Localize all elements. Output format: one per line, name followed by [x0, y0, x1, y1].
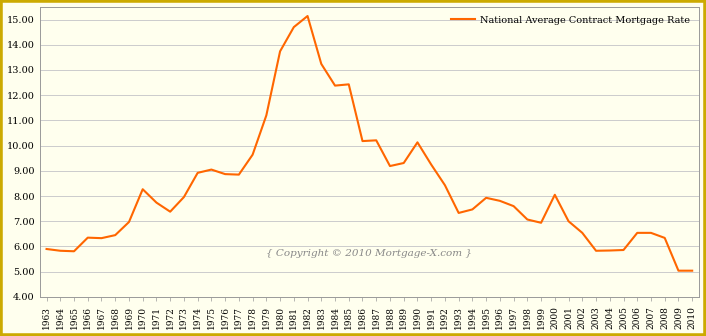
National Average Contract Mortgage Rate: [221, 172, 229, 176]
National Average Contract Mortgage Rate: [138, 187, 147, 191]
National Average Contract Mortgage Rate: [688, 269, 696, 273]
National Average Contract Mortgage Rate: [180, 195, 189, 199]
National Average Contract Mortgage Rate: [42, 247, 51, 251]
National Average Contract Mortgage Rate: [619, 248, 628, 252]
National Average Contract Mortgage Rate: [304, 14, 312, 18]
National Average Contract Mortgage Rate: [345, 82, 353, 86]
National Average Contract Mortgage Rate: [125, 220, 133, 224]
National Average Contract Mortgage Rate: [564, 219, 573, 223]
National Average Contract Mortgage Rate: [372, 138, 381, 142]
National Average Contract Mortgage Rate: [523, 217, 532, 221]
National Average Contract Mortgage Rate: [633, 231, 642, 235]
National Average Contract Mortgage Rate: [674, 269, 683, 273]
National Average Contract Mortgage Rate: [262, 113, 270, 117]
National Average Contract Mortgage Rate: [385, 164, 394, 168]
National Average Contract Mortgage Rate: [468, 207, 477, 211]
National Average Contract Mortgage Rate: [509, 204, 517, 208]
National Average Contract Mortgage Rate: [441, 183, 449, 187]
National Average Contract Mortgage Rate: [537, 221, 545, 225]
National Average Contract Mortgage Rate: [592, 249, 600, 253]
National Average Contract Mortgage Rate: [152, 201, 161, 205]
Text: { Copyright © 2010 Mortgage-X.com }: { Copyright © 2010 Mortgage-X.com }: [266, 249, 472, 258]
National Average Contract Mortgage Rate: [647, 231, 655, 235]
National Average Contract Mortgage Rate: [249, 153, 257, 157]
National Average Contract Mortgage Rate: [551, 193, 559, 197]
National Average Contract Mortgage Rate: [578, 231, 587, 235]
National Average Contract Mortgage Rate: [111, 233, 119, 237]
Line: National Average Contract Mortgage Rate: National Average Contract Mortgage Rate: [47, 16, 692, 271]
National Average Contract Mortgage Rate: [83, 236, 92, 240]
National Average Contract Mortgage Rate: [331, 84, 340, 88]
National Average Contract Mortgage Rate: [455, 211, 463, 215]
National Average Contract Mortgage Rate: [193, 171, 202, 175]
National Average Contract Mortgage Rate: [358, 139, 366, 143]
National Average Contract Mortgage Rate: [70, 249, 78, 253]
National Average Contract Mortgage Rate: [276, 49, 285, 53]
National Average Contract Mortgage Rate: [317, 62, 325, 66]
Legend: National Average Contract Mortgage Rate: National Average Contract Mortgage Rate: [447, 12, 694, 29]
National Average Contract Mortgage Rate: [289, 25, 298, 29]
National Average Contract Mortgage Rate: [496, 199, 504, 203]
National Average Contract Mortgage Rate: [234, 173, 243, 177]
National Average Contract Mortgage Rate: [97, 236, 106, 240]
National Average Contract Mortgage Rate: [413, 140, 421, 144]
National Average Contract Mortgage Rate: [427, 163, 436, 167]
National Average Contract Mortgage Rate: [56, 249, 64, 253]
National Average Contract Mortgage Rate: [661, 236, 669, 240]
National Average Contract Mortgage Rate: [482, 196, 491, 200]
National Average Contract Mortgage Rate: [166, 210, 174, 214]
National Average Contract Mortgage Rate: [606, 249, 614, 253]
National Average Contract Mortgage Rate: [207, 168, 215, 172]
National Average Contract Mortgage Rate: [400, 161, 408, 165]
